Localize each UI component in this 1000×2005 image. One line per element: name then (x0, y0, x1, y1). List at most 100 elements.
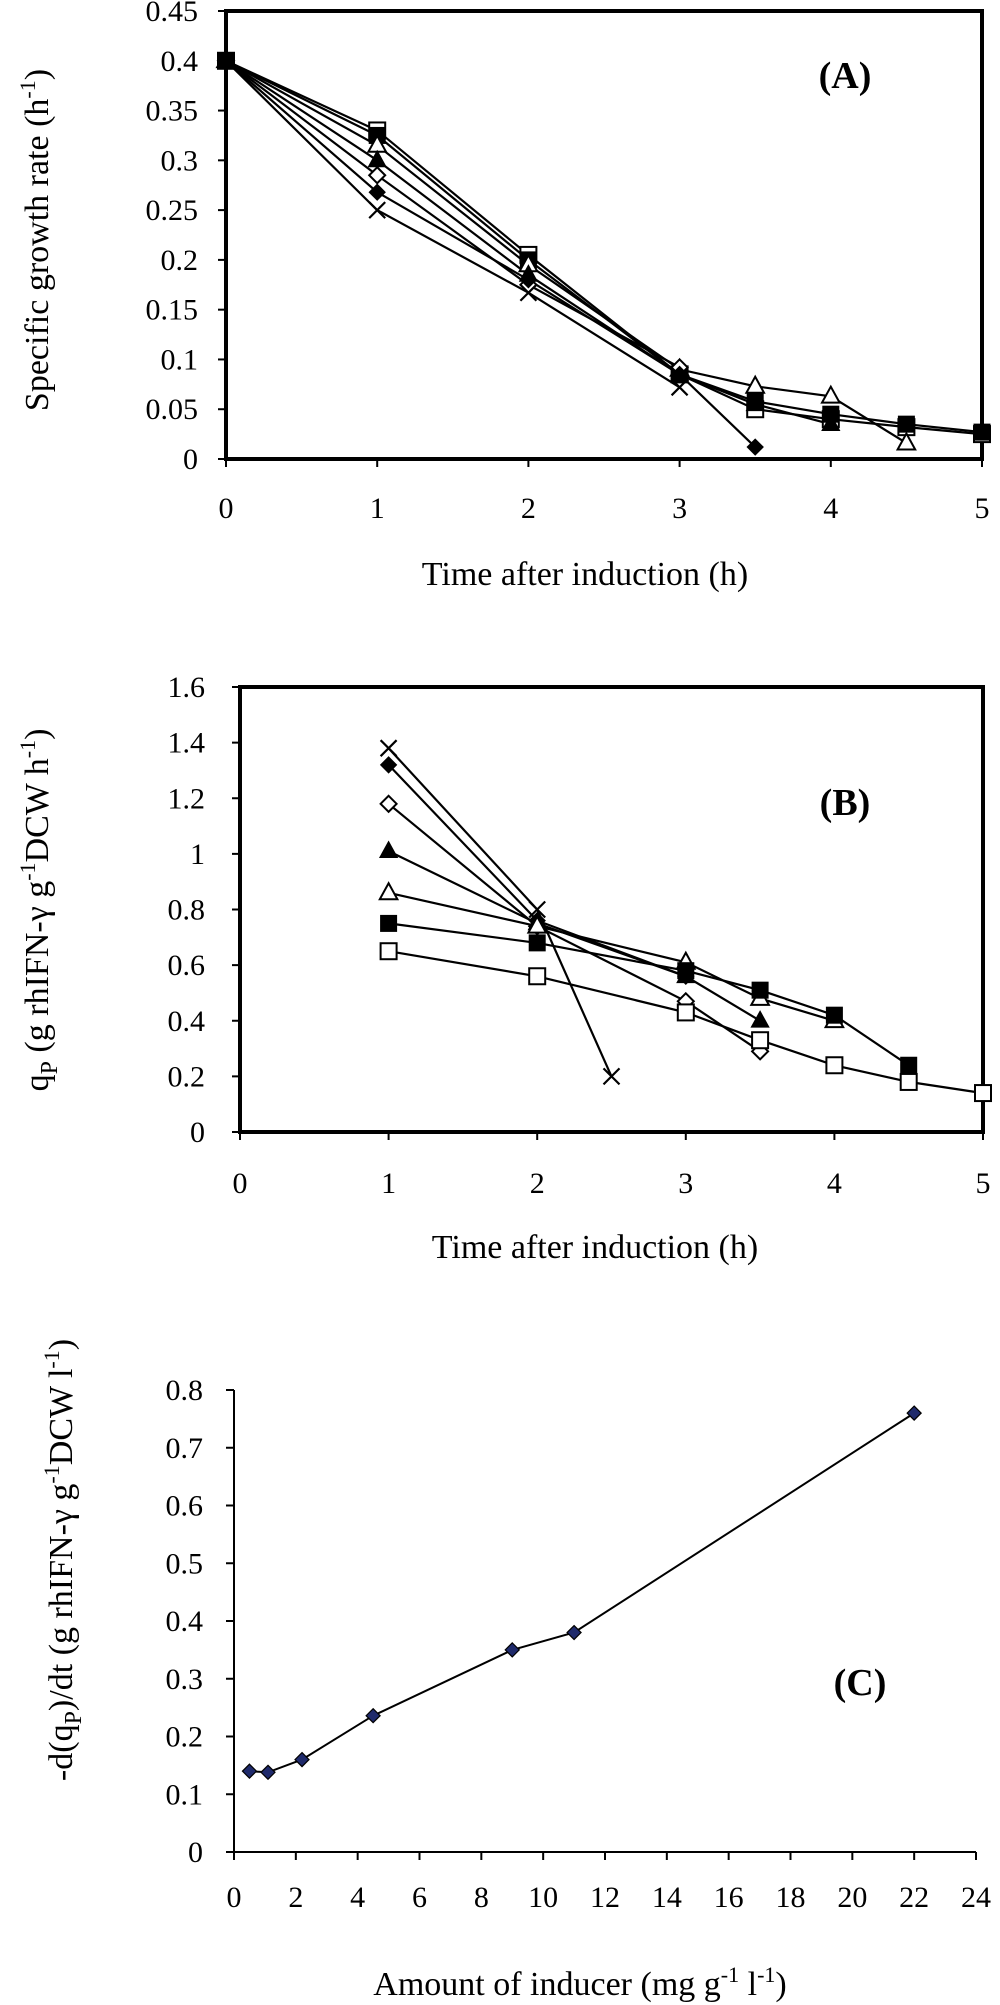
panel-a-y-tick-label: 0.2 (161, 244, 199, 277)
panel-c-x-tick-label: 24 (961, 1881, 991, 1914)
panel-b-series-1-point (602, 1067, 621, 1086)
panel-a-y-tick-label: 0.15 (146, 294, 199, 327)
panel-c-y-tick-label: 0.2 (166, 1721, 204, 1754)
panel-c-y-tick-label: 0.7 (166, 1432, 204, 1465)
panel-c-x-tick-label: 18 (776, 1881, 806, 1914)
panel-c-series-1-point (566, 1624, 582, 1641)
panel-a-y-tick-label: 0.45 (146, 0, 199, 28)
panel-b-x-tick-label: 4 (827, 1167, 842, 1200)
panel-b-series-7-point (528, 967, 547, 986)
panel-b-y-tick-label: 0.6 (168, 949, 206, 982)
panel-b-series-7-point (825, 1056, 844, 1075)
panel-a-series-4-point (367, 149, 387, 168)
panel-a-y-tick-label: 0 (183, 443, 198, 476)
panel-c-series-1-point (504, 1642, 521, 1658)
panel-a-axes: 0 0.05 0.1 0.15 0.2 0.25 0.3 0.35 0.4 0.45 0 1 2 3 4 5 (146, 0, 990, 525)
panel-a-series-6-point (519, 271, 538, 289)
panel-c-y-tick-label: 0.5 (166, 1547, 204, 1580)
panel-b-series-7-point (676, 1003, 695, 1022)
panel-b-series-7-point (751, 1031, 770, 1050)
panel-a-series-5-point (367, 165, 387, 185)
panel-a-y-tick-label: 0.05 (146, 393, 199, 426)
panel-b-series-6-point (380, 914, 398, 932)
panel-a-y-tick-label: 0.1 (161, 343, 199, 376)
panel-c-axes: 00.10.20.30.40.50.60.70.80 2 4 6 8 10 12 14 16 18… (166, 1374, 992, 1914)
panel-c-x-tick-label: 0 (227, 1881, 242, 1914)
panel-b-chart: 0 0.2 0.4 0.6 0.8 1 1.2 1.4 1.6 0 1 2 3 4 5 (B) Time a… (15, 671, 992, 1266)
panel-a-y-tick-label: 0.3 (161, 144, 199, 177)
panel-c-x-tick-label: 2 (288, 1881, 303, 1914)
panel-a-y-tick-label: 0.4 (161, 45, 199, 78)
panel-a-x-tick-label: 2 (521, 492, 536, 525)
panel-b-series-7-point (379, 942, 398, 961)
panel-a-series (215, 49, 991, 456)
panel-b-axes: 0 0.2 0.4 0.6 0.8 1 1.2 1.4 1.6 0 1 2 3 4 5 (168, 671, 991, 1200)
panel-b-series-6-point (900, 1056, 918, 1074)
panel-b-y-tick-label: 1.4 (168, 727, 206, 760)
panel-a-series-2-point (973, 423, 991, 441)
panel-c-y-tick-label: 0.4 (166, 1605, 204, 1638)
panel-a-series-3-point (820, 384, 842, 404)
panel-a-series-4-line (225, 59, 832, 426)
panel-a-series-7-point (368, 201, 386, 219)
panel-b-y-tick-label: 0.8 (168, 894, 206, 927)
panel-b-plot-frame (238, 685, 985, 1134)
panel-b-y-tick-label: 1.2 (168, 782, 206, 815)
panel-a-series-6-point (368, 183, 386, 201)
panel-b-x-tick-label: 5 (976, 1167, 991, 1200)
panel-a-series-4-point (745, 393, 765, 412)
panel-c-y-tick-label: 0.6 (166, 1490, 204, 1523)
panel-b-series-1-point (379, 739, 398, 757)
panel-c-x-axis-title: Amount of inducer (mg g-1 l-1) (373, 1962, 786, 2003)
panel-a-x-axis-title: Time after induction (h) (422, 556, 748, 593)
panel-a-x-tick-label: 1 (370, 492, 385, 525)
panel-b-series-4-line (388, 850, 761, 1022)
panel-a-tag: (A) (819, 55, 872, 97)
panel-a-x-tick-label: 4 (823, 492, 838, 525)
panel-b-tag: (B) (820, 782, 871, 824)
panel-c-x-tick-label: 10 (528, 1881, 558, 1914)
panel-a-series-7-line (225, 60, 681, 389)
panel-c-x-tick-label: 20 (837, 1881, 867, 1914)
panel-b-series-7-point (974, 1084, 992, 1103)
panel-b-series-6-point (751, 981, 769, 999)
panel-a-series-7-point (670, 378, 689, 397)
panel-a-series-6-point (670, 365, 689, 384)
panel-b-series-5-point (378, 881, 400, 901)
panel-b-series-6-point (677, 962, 695, 980)
panel-c-series-1-point (294, 1751, 310, 1768)
panel-b-x-axis-title: Time after induction (h) (432, 1229, 758, 1266)
panel-b-series-5-point (526, 914, 548, 934)
panel-b-x-tick-label: 2 (530, 1167, 545, 1200)
panel-b-series-1-point (528, 900, 546, 919)
panel-c-series (241, 1405, 923, 1781)
panel-b-series-1-line (387, 747, 613, 1077)
panel-a-series-2-line (225, 59, 983, 434)
panel-a-x-tick-label: 3 (672, 492, 687, 525)
panel-c-series-1-point (241, 1763, 258, 1779)
panel-b-series-2-point (379, 756, 398, 774)
panel-b-y-tick-label: 0.4 (168, 1005, 206, 1038)
panel-b-y-tick-label: 0 (190, 1116, 205, 1149)
panel-b-series-4-point (750, 1010, 770, 1028)
panel-a-series-6-point (746, 438, 764, 456)
panel-a-y-axis-title: Specific growth rate (h-1) (15, 69, 56, 411)
panel-a-series-7-point (519, 283, 538, 302)
panel-a-series-3-point (744, 374, 766, 394)
panel-a-series-4-point (821, 413, 841, 432)
panel-b-y-tick-label: 0.2 (168, 1060, 206, 1093)
panel-a-y-tick-label: 0.35 (146, 95, 199, 128)
panel-b-series-3-point (379, 794, 399, 814)
panel-a-series-3-point (895, 431, 917, 451)
panel-b-x-tick-label: 3 (678, 1167, 693, 1200)
panel-b-series-6-point (825, 1006, 843, 1024)
panel-c-x-tick-label: 14 (652, 1881, 682, 1914)
panel-c-x-tick-label: 16 (714, 1881, 744, 1914)
panel-a-chart: 00.050.10.150.20.250.30.350.40.450 1 2 3 4 5 … (15, 0, 991, 593)
panel-c-series-1-point (906, 1405, 923, 1421)
panel-c-y-tick-label: 0 (188, 1836, 203, 1869)
panel-c-series-1-point (260, 1764, 276, 1781)
panel-b-series-6-point (528, 934, 546, 952)
panel-a-series-2-point (897, 415, 915, 433)
